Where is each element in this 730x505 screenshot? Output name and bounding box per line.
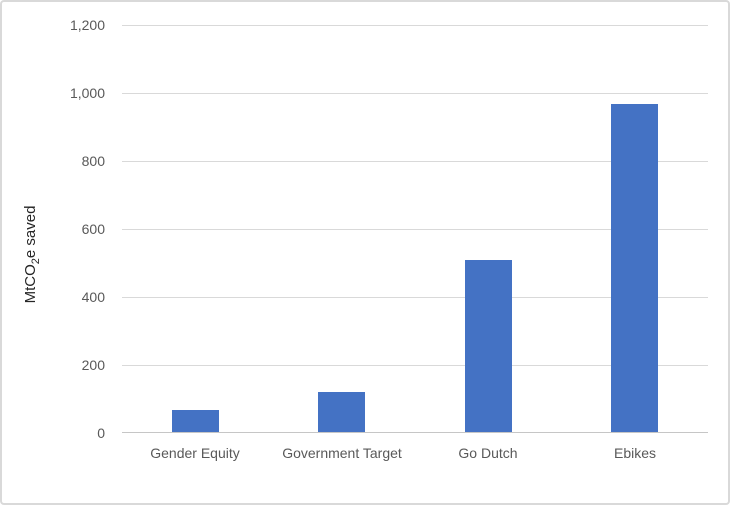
y-tick-label-0: 0: [97, 425, 105, 441]
gridline-600: [122, 229, 708, 230]
x-category-label-go-dutch: Go Dutch: [458, 445, 518, 461]
bar-go-dutch: [465, 260, 512, 432]
bar-gender-equity: [172, 410, 219, 432]
y-tick-label-400: 400: [81, 289, 105, 305]
plot-area: [122, 25, 708, 433]
y-tick-label-200: 200: [81, 357, 105, 373]
y-tick-label-1-200: 1,200: [69, 17, 105, 33]
y-axis-title-subscript: 2: [30, 258, 42, 265]
gridline-200: [122, 365, 708, 366]
y-axis-title-text: e saved: [22, 205, 39, 259]
gridline-1000: [122, 93, 708, 94]
x-category-label-gender-equity: Gender Equity: [150, 445, 240, 461]
bar-ebikes: [611, 104, 658, 432]
y-tick-label-600: 600: [81, 221, 105, 237]
gridline-400: [122, 297, 708, 298]
y-tick-label-1-000: 1,000: [69, 85, 105, 101]
x-axis-line: [122, 432, 708, 433]
gridline-1200: [122, 25, 708, 26]
y-tick-label-800: 800: [81, 153, 105, 169]
gridline-800: [122, 161, 708, 162]
y-axis-title-text: MtCO: [22, 264, 39, 304]
x-category-label-government-target: Government Target: [282, 445, 402, 461]
x-category-label-ebikes: Ebikes: [613, 445, 657, 461]
bar-government-target: [318, 392, 365, 432]
